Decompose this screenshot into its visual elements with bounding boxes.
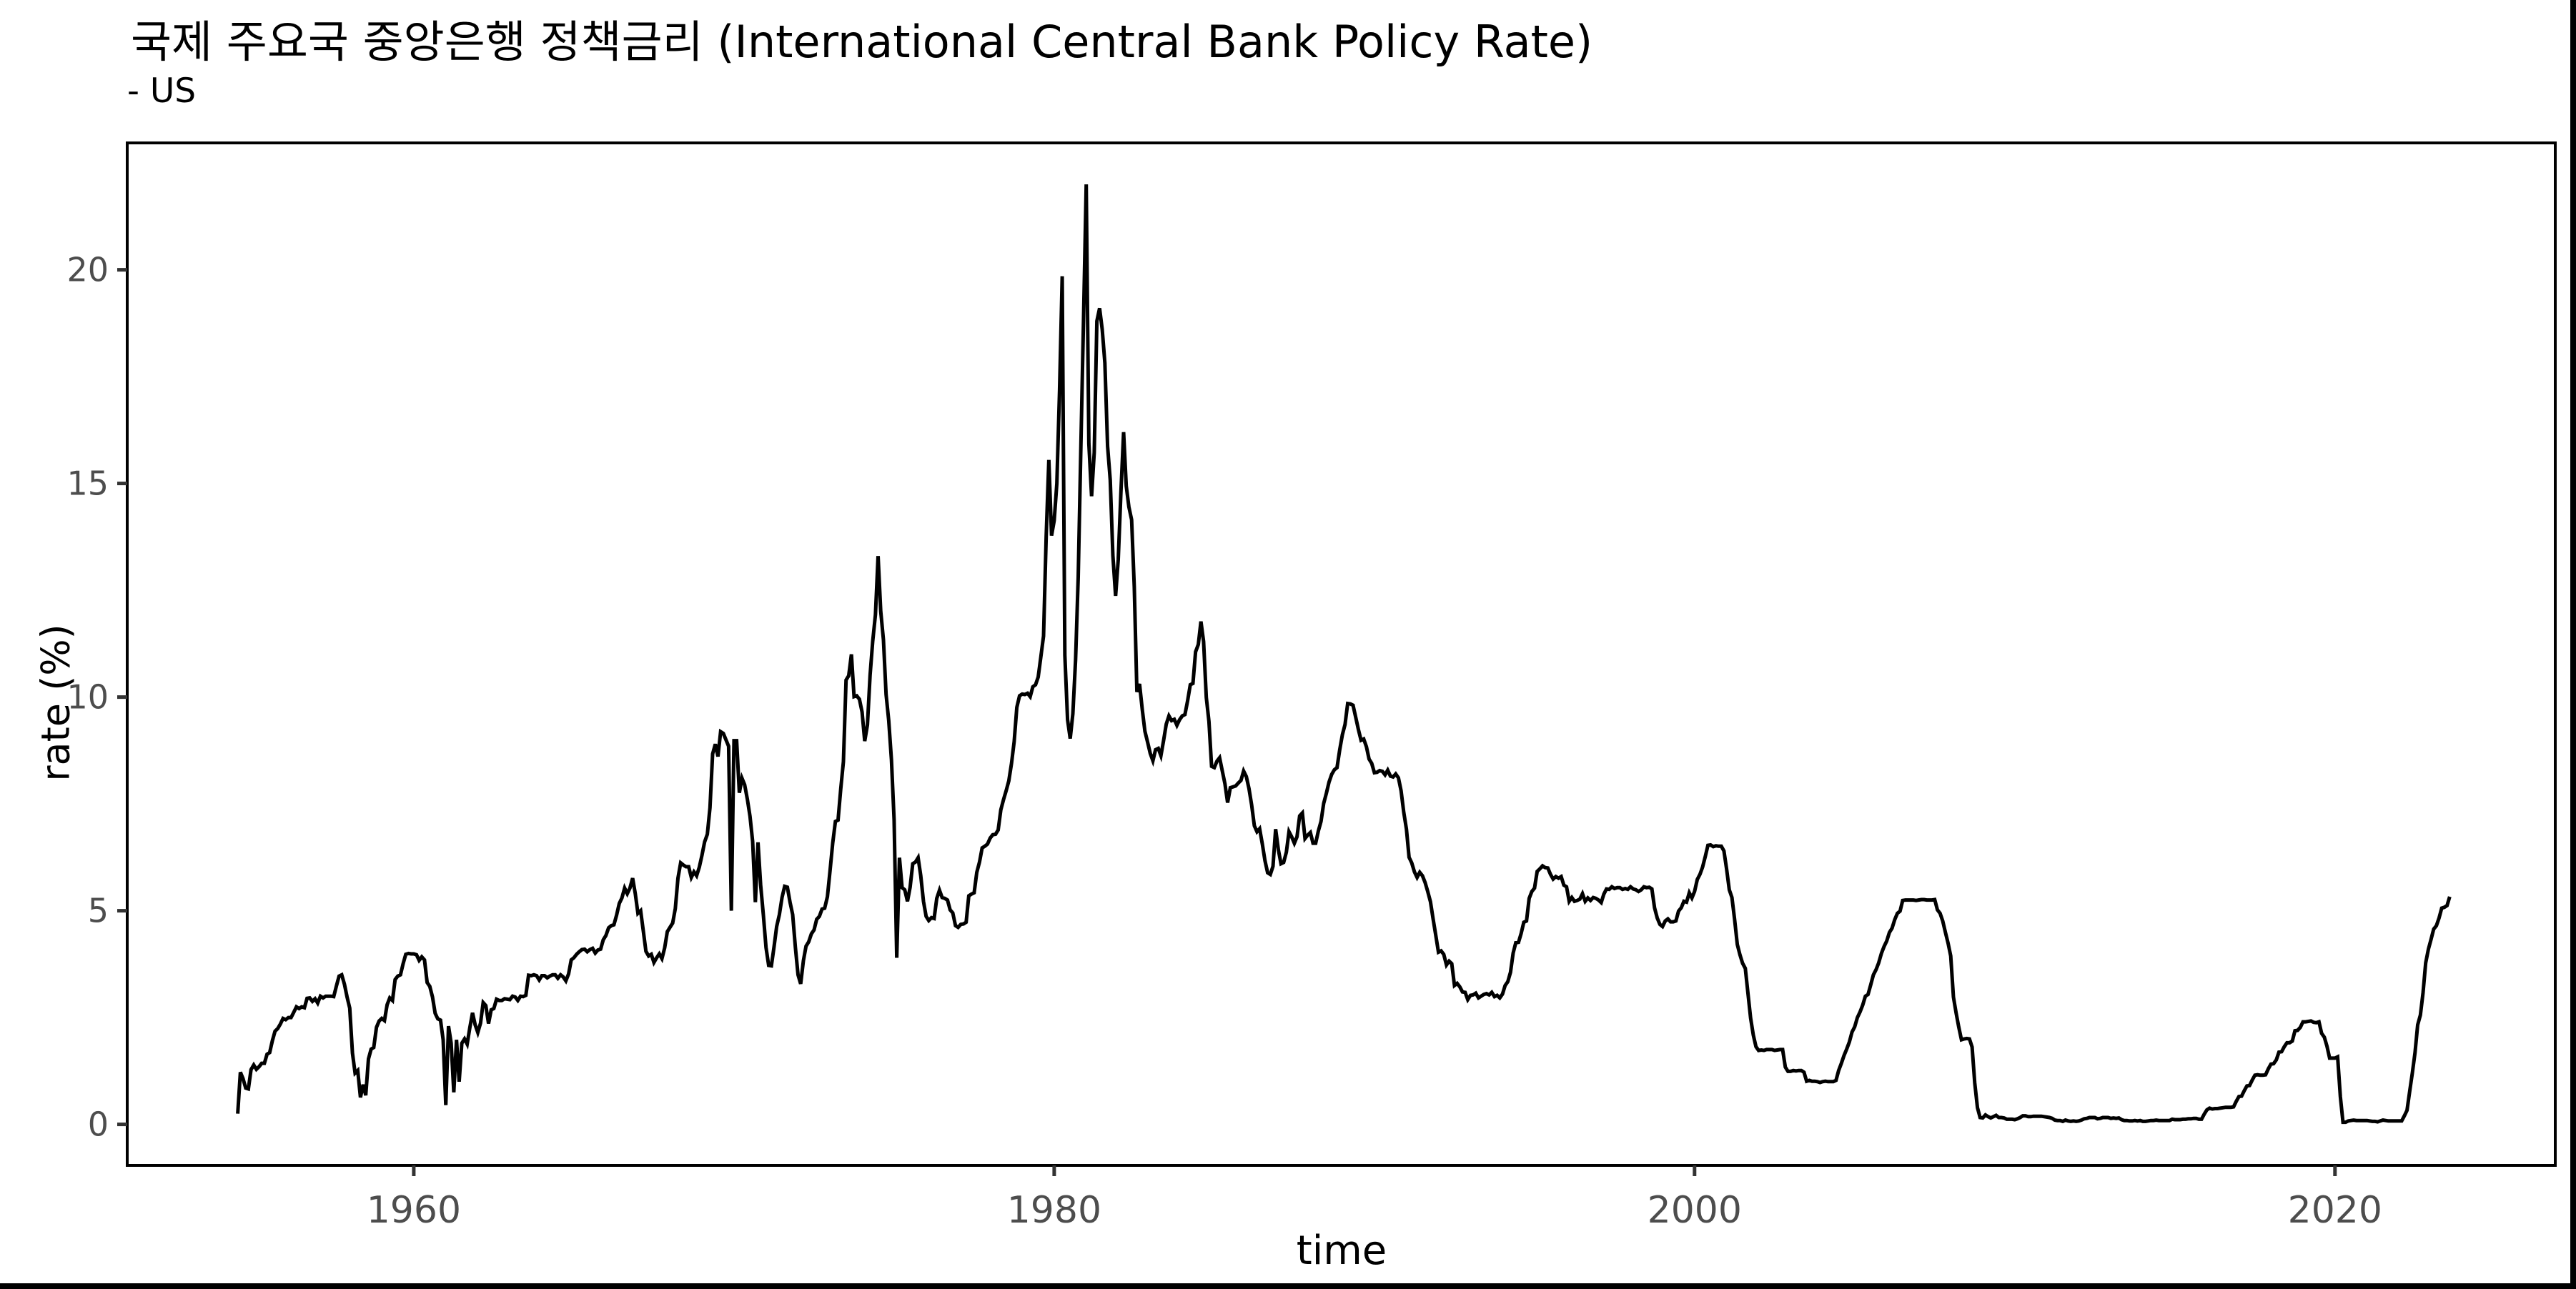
x-axis-tick-label: 1980 (1007, 1189, 1101, 1232)
y-axis-tick-label: 15 (66, 464, 109, 503)
y-axis-tick-label: 10 (66, 678, 109, 717)
x-axis-tick-label: 2000 (1648, 1189, 1742, 1232)
y-axis-tick-label: 20 (66, 251, 109, 289)
chart-subtitle: - US (127, 71, 197, 111)
x-axis-title: time (1296, 1228, 1387, 1274)
x-axis-tick-label: 2020 (2288, 1189, 2382, 1232)
x-axis-tick-label: 1960 (367, 1189, 461, 1232)
chart-title: 국제 주요국 중앙은행 정책금리 (International Central … (131, 16, 1593, 68)
y-axis-title: rate (%) (33, 624, 79, 782)
rate-line (236, 184, 2452, 1125)
panel-border (126, 141, 2557, 1167)
y-axis-tick-label: 5 (88, 892, 109, 930)
y-axis-tick-label: 0 (88, 1105, 109, 1144)
